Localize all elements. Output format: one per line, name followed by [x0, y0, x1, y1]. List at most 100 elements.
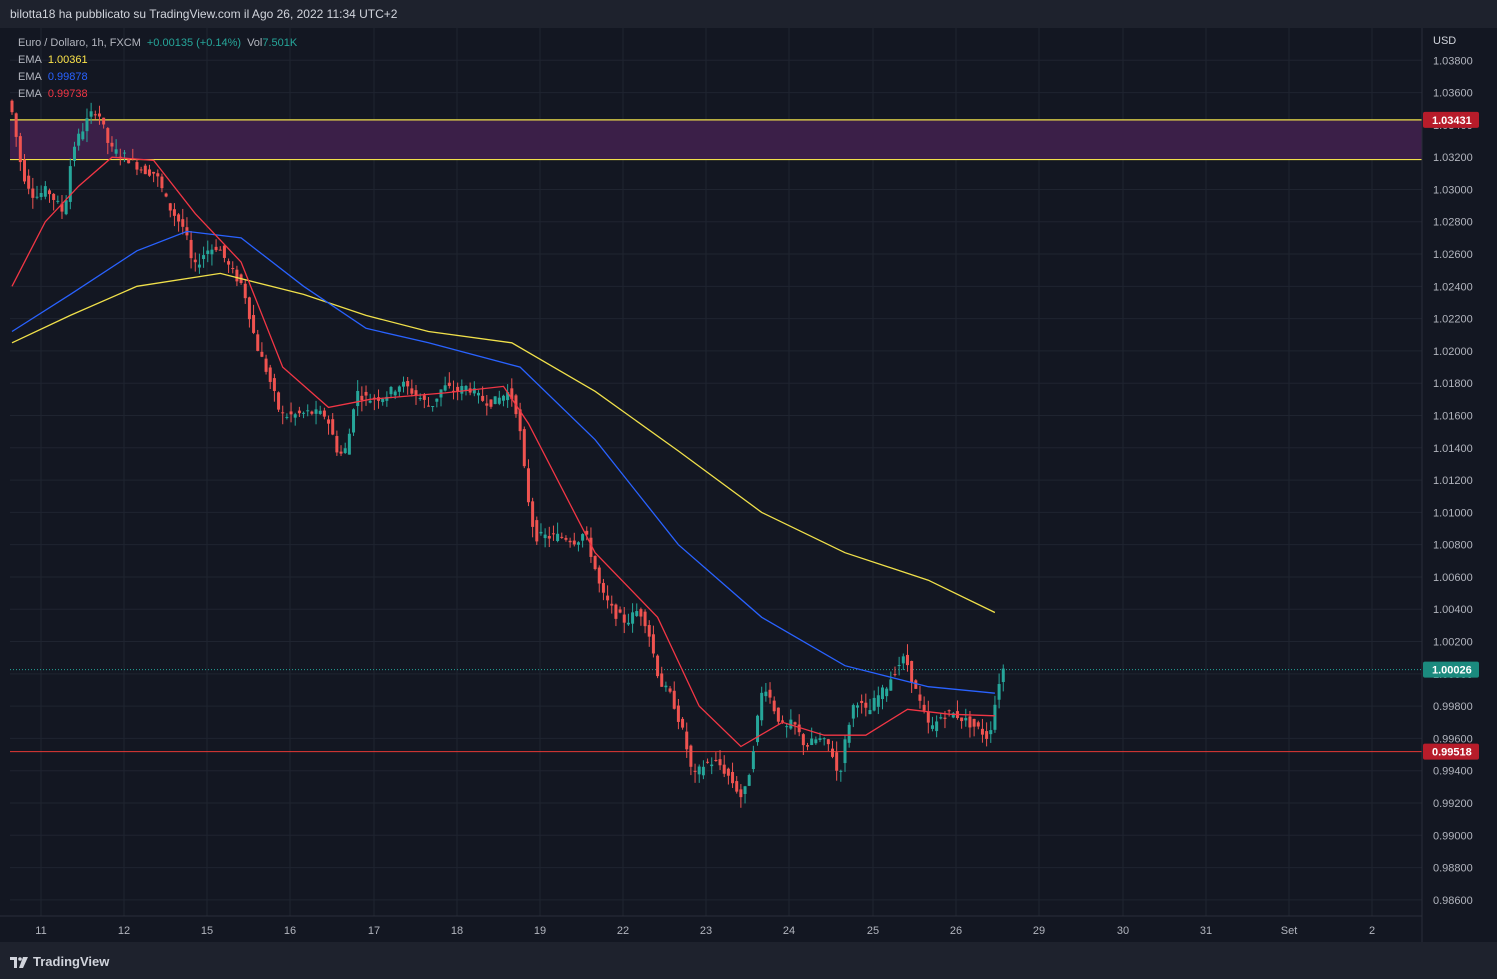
candle [264, 354, 268, 375]
candle [18, 132, 22, 171]
candle [89, 102, 93, 124]
price-tick-label: 0.99000 [1433, 830, 1473, 842]
candle [801, 733, 805, 755]
price-tick-label: 0.99200 [1433, 798, 1473, 810]
candle [102, 117, 106, 129]
candle [814, 736, 818, 745]
candle [277, 391, 281, 412]
candle [939, 713, 943, 720]
candle [701, 760, 705, 780]
candle [506, 384, 510, 408]
candle [164, 192, 168, 198]
candle [343, 442, 347, 455]
candle [810, 727, 814, 746]
price-tick-label: 1.02600 [1433, 249, 1473, 261]
candle [314, 400, 318, 425]
candle [443, 376, 447, 392]
price-tick-label: 1.01400 [1433, 443, 1473, 455]
tradingview-logo-icon [10, 956, 28, 968]
volume-label: Vol [247, 37, 263, 49]
price-tick-label: 1.03800 [1433, 55, 1473, 67]
candle [639, 607, 643, 626]
time-tick-label: 17 [368, 925, 380, 937]
time-tick-label: 2 [1369, 925, 1375, 937]
candle [647, 620, 651, 647]
candle [289, 402, 293, 423]
candle [926, 700, 930, 734]
legend-symbol-row[interactable]: Euro / Dollaro, 1h, FXCM +0.00135 (+0.14… [18, 35, 297, 52]
ema-value: 0.99738 [47, 88, 88, 100]
change-value: +0.00135 (+0.14%) [146, 37, 242, 49]
candle [160, 173, 164, 193]
price-tick-label: 1.01600 [1433, 410, 1473, 422]
price-axis[interactable]: USD1.038001.036001.034001.032001.030001.… [1421, 28, 1479, 942]
candle [910, 660, 914, 693]
candle [147, 164, 151, 177]
ema-label: EMA [18, 71, 42, 83]
ema-line [11, 230, 995, 694]
price-label-tag: 1.00026 [1423, 661, 1479, 678]
time-tick-label: 11 [35, 925, 46, 937]
candle [980, 718, 984, 743]
candle [618, 606, 622, 614]
candle [572, 532, 576, 547]
candle [381, 397, 385, 406]
legend-ema-row[interactable]: EMA 0.99878 [18, 69, 297, 86]
price-tick-label: 1.03200 [1433, 152, 1473, 164]
candle [489, 399, 493, 409]
candle [864, 693, 868, 717]
time-axis[interactable]: 11 12 15 16 17 18 19 22 23 24 25 26 29 30 31 Set 2 [0, 915, 1422, 937]
candle [547, 526, 551, 548]
candle [918, 685, 922, 709]
candle [635, 603, 639, 618]
price-tick-label: 1.00400 [1433, 604, 1473, 616]
candle [526, 459, 530, 507]
candle [710, 757, 714, 775]
candle [614, 603, 618, 627]
candle [776, 707, 780, 725]
candle [139, 166, 143, 174]
candle [243, 279, 247, 304]
candle [681, 717, 685, 730]
candle [14, 112, 18, 147]
time-tick-label: 26 [950, 925, 962, 937]
candle [764, 682, 768, 702]
candle [52, 193, 56, 211]
candle [27, 169, 31, 195]
candle [556, 522, 560, 543]
candle [868, 698, 872, 715]
candle [706, 758, 710, 764]
candle [989, 721, 993, 743]
candle [335, 430, 339, 456]
legend-ema-row[interactable]: EMA 0.99738 [18, 86, 297, 103]
time-tick-label: 30 [1117, 925, 1129, 937]
candle [606, 585, 610, 609]
candle [689, 744, 693, 776]
candle [368, 393, 372, 404]
candle [826, 738, 830, 752]
candle [364, 385, 368, 406]
tradingview-brand[interactable]: TradingView [10, 954, 109, 969]
candle [576, 541, 580, 552]
candle [1001, 664, 1005, 692]
time-tick-label: 19 [534, 925, 546, 937]
svg-text:1.03431: 1.03431 [1432, 115, 1472, 127]
time-tick-label: 23 [700, 925, 712, 937]
publisher-text: bilotta18 ha pubblicato su TradingView.c… [10, 7, 398, 21]
candle [739, 784, 743, 808]
zone-fill [10, 119, 1422, 160]
candle [397, 385, 401, 397]
candle [56, 195, 60, 204]
price-chart[interactable]: USD1.038001.036001.034001.032001.030001.… [0, 28, 1497, 942]
candle [493, 396, 497, 405]
level-lines [10, 669, 1422, 753]
legend-ema-row[interactable]: EMA 1.00361 [18, 52, 297, 69]
candle [531, 497, 535, 538]
candle [10, 99, 14, 115]
candle [235, 265, 239, 287]
candle [293, 412, 297, 426]
candle [77, 128, 81, 151]
candle [651, 625, 655, 658]
brand-label: TradingView [33, 954, 110, 969]
candle [676, 699, 680, 730]
